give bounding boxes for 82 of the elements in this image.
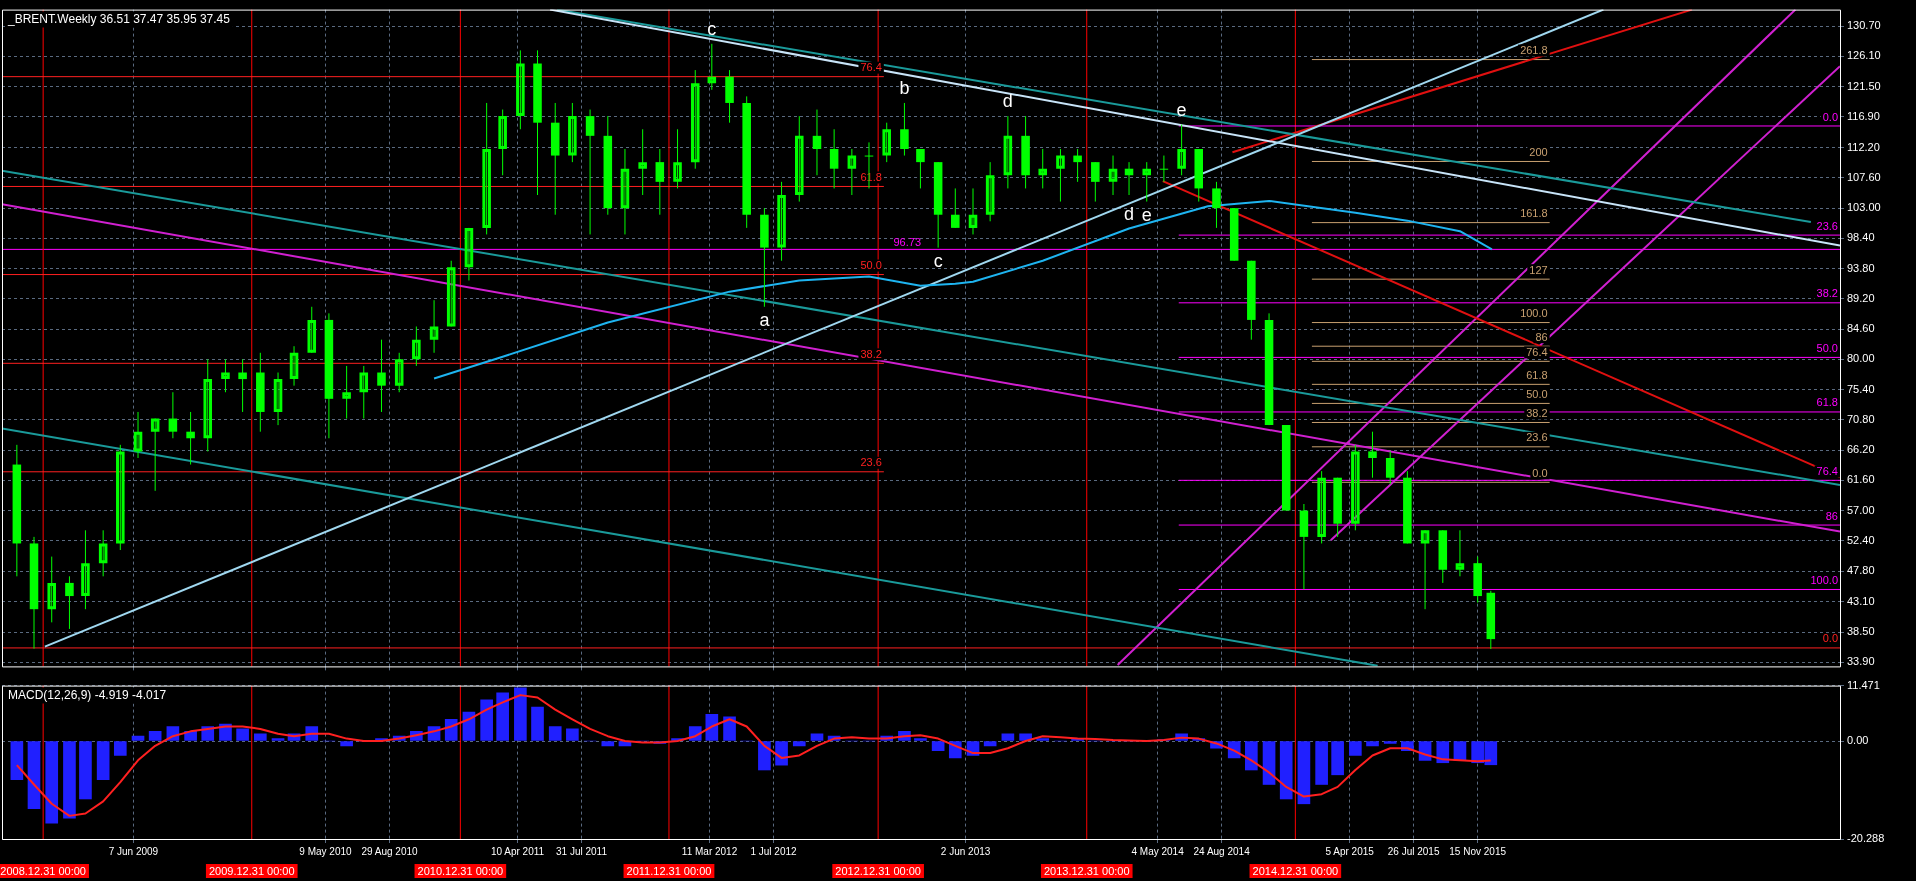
- x-tick-label: 11 Mar 2012: [681, 845, 738, 857]
- annotation: c: [707, 18, 717, 39]
- x-tick-label: 26 Jul 2015: [1387, 845, 1440, 857]
- ref-line-label: 2011.12.31 00:00: [626, 864, 712, 877]
- series-label: 86: [1825, 509, 1838, 522]
- y-tick-label: 43.10: [1847, 595, 1875, 607]
- ref-line-label: 2008.12.31 00:00: [0, 864, 86, 877]
- x-tick-label: 7 Jun 2009: [108, 845, 159, 857]
- y-tick-label: 126.10: [1847, 49, 1881, 62]
- annotation: e: [1141, 204, 1152, 225]
- y-tick-label: 47.80: [1847, 564, 1875, 577]
- y-tick-label: 61.60: [1847, 473, 1875, 486]
- x-tick-label: 2 Jun 2013: [940, 845, 991, 857]
- ref-line-label: 96.73: [893, 235, 921, 248]
- series-label: 261.8: [1520, 44, 1548, 57]
- series-label: 38.2: [1816, 287, 1838, 300]
- y-tick-label: 75.40: [1847, 382, 1875, 395]
- series-label: 127: [1529, 263, 1548, 276]
- x-tick-label: 15 Nov 2015: [1449, 845, 1507, 857]
- x-tick-label: 4 May 2014: [1131, 845, 1185, 857]
- series-label: 0.0: [1532, 466, 1548, 479]
- y-tick-label: 130.70: [1847, 19, 1881, 32]
- x-tick-label: 24 Aug 2014: [1193, 845, 1251, 857]
- y-tick-label: 93.80: [1847, 261, 1875, 274]
- series-label: 50.0: [860, 259, 882, 272]
- y-tick-label: 89.20: [1847, 291, 1875, 304]
- series-label: 76.4: [1526, 345, 1548, 358]
- ref-line-label: 2013.12.31 00:00: [1043, 864, 1130, 877]
- series-label: 23.6: [1816, 219, 1838, 232]
- series-label: 76.4: [860, 61, 882, 74]
- y-tick-label: 52.40: [1847, 533, 1875, 546]
- series-label: 200: [1529, 146, 1548, 158]
- series-label: 86: [1535, 330, 1548, 343]
- series-label: 38.2: [860, 347, 882, 360]
- series-label: 76.4: [1816, 464, 1838, 477]
- series-label: 23.6: [1526, 431, 1548, 444]
- y-tick-label: 116.90: [1847, 109, 1880, 122]
- series-label: 61.8: [860, 170, 882, 183]
- y-tick-label: 70.80: [1847, 412, 1875, 425]
- annotation: d: [1002, 91, 1013, 112]
- series-label: 100.0: [1810, 574, 1838, 587]
- x-tick-label: 10 Apr 2011: [490, 845, 545, 857]
- y-tick-label: 11.471: [1847, 678, 1880, 691]
- series-label: 0.0: [1822, 110, 1838, 123]
- chart-title: _BRENT.Weekly 36.51 37.47 35.95 37.45: [7, 11, 231, 26]
- y-tick-label: -20.288: [1847, 832, 1885, 845]
- series-label: 100.0: [1520, 307, 1548, 320]
- x-tick-label: 31 Jul 2011: [556, 845, 608, 857]
- y-tick-label: 38.50: [1847, 625, 1875, 638]
- ref-line-label: 2012.12.31 00:00: [835, 864, 921, 877]
- annotation: e: [1176, 99, 1187, 120]
- y-tick-label: 80.00: [1847, 352, 1875, 365]
- y-tick-label: 112.20: [1847, 140, 1880, 153]
- y-tick-label: 107.60: [1847, 170, 1881, 183]
- ref-line-label: 2010.12.31 00:00: [417, 864, 504, 877]
- series-label: 61.8: [1816, 396, 1838, 409]
- x-tick-label: 29 Aug 2010: [361, 845, 419, 857]
- series-label: 161.8: [1520, 207, 1548, 220]
- x-tick-label: 9 May 2010: [299, 845, 353, 857]
- series-label: 38.2: [1526, 407, 1548, 420]
- y-tick-label: 57.00: [1847, 503, 1875, 516]
- y-tick-label: 33.90: [1847, 655, 1875, 668]
- y-tick-label: 98.40: [1847, 231, 1875, 244]
- ref-line-label: 2014.12.31 00:00: [1252, 864, 1339, 877]
- annotation: b: [899, 77, 910, 98]
- ref-line-label: 2009.12.31 00:00: [208, 864, 295, 877]
- y-tick-label: 121.50: [1847, 79, 1881, 92]
- annotation: a: [759, 309, 771, 330]
- series-label: 0.0: [1822, 632, 1838, 645]
- series-label: 61.8: [1526, 368, 1548, 381]
- y-tick-label: 84.60: [1847, 322, 1875, 335]
- annotation: c: [933, 250, 943, 271]
- annotation: d: [1124, 203, 1135, 224]
- series-label: 50.0: [1526, 387, 1548, 400]
- y-tick-label: 103.00: [1847, 201, 1881, 214]
- chart-title: MACD(12,26,9) -4.919 -4.017: [8, 687, 167, 702]
- x-tick-label: 5 Apr 2015: [1325, 845, 1375, 857]
- x-tick-label: 1 Jul 2012: [750, 845, 798, 857]
- y-tick-label: 0.00: [1847, 734, 1869, 747]
- series-label: 23.6: [860, 456, 882, 469]
- y-tick-label: 66.20: [1847, 443, 1875, 456]
- series-label: 50.0: [1816, 341, 1838, 354]
